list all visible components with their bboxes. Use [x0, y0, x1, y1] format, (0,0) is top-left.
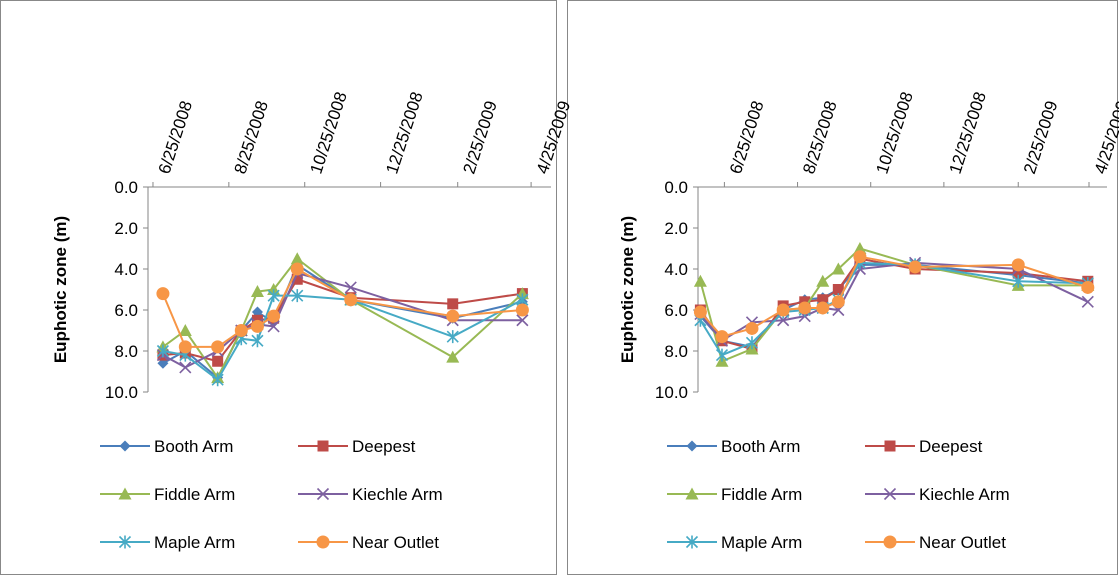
marker	[883, 535, 897, 549]
y-tick-label: 10.0	[105, 383, 138, 402]
marker	[745, 321, 759, 335]
marker	[179, 361, 192, 374]
marker	[1011, 258, 1025, 272]
marker	[212, 355, 224, 367]
marker	[291, 273, 303, 285]
y-tick-label: 0.0	[664, 178, 688, 197]
marker	[884, 440, 896, 452]
y-axis-title: Euphotic zone (m)	[51, 216, 70, 363]
legend-label: Deepest	[352, 437, 416, 456]
y-tick-label: 4.0	[664, 260, 688, 279]
marker	[693, 305, 707, 319]
marker	[446, 350, 460, 363]
y-axis-title: Euphotic zone (m)	[618, 216, 637, 363]
series-line	[162, 267, 523, 348]
marker	[831, 262, 845, 275]
legend-label: Booth Arm	[154, 437, 233, 456]
y-tick-label: 2.0	[664, 219, 688, 238]
legend-label: Kiechle Arm	[352, 485, 443, 504]
marker	[267, 320, 280, 333]
legend-label: Near Outlet	[919, 533, 1006, 552]
marker	[831, 295, 845, 309]
marker	[156, 287, 170, 301]
marker	[832, 284, 844, 295]
marker	[715, 330, 729, 344]
marker	[118, 487, 132, 500]
legend-label: Booth Arm	[721, 437, 800, 456]
marker	[715, 348, 729, 362]
legend-label: Near Outlet	[352, 533, 439, 552]
y-tick-label: 0.0	[114, 178, 138, 197]
marker	[344, 281, 357, 294]
marker	[250, 285, 264, 298]
y-tick-label: 2.0	[114, 219, 138, 238]
marker	[685, 487, 699, 500]
marker	[290, 252, 304, 265]
marker	[267, 309, 281, 323]
marker	[119, 440, 131, 452]
legend-label: Fiddle Arm	[154, 485, 235, 504]
marker	[316, 535, 330, 549]
marker	[1012, 267, 1024, 279]
marker	[211, 373, 224, 387]
legend-label: Deepest	[919, 437, 983, 456]
y-tick-label: 8.0	[114, 342, 138, 361]
marker	[1012, 274, 1025, 288]
marker	[908, 260, 922, 274]
marker	[686, 440, 698, 452]
legend-label: Kiechle Arm	[919, 485, 1010, 504]
marker	[446, 309, 460, 323]
series-line	[162, 294, 523, 382]
marker	[816, 301, 830, 315]
marker	[291, 289, 304, 303]
marker	[251, 334, 264, 348]
marker	[267, 289, 280, 303]
marker	[211, 340, 225, 354]
y-tick-label: 4.0	[114, 260, 138, 279]
marker	[776, 303, 790, 317]
marker	[853, 250, 867, 264]
marker	[446, 330, 459, 344]
marker	[290, 262, 304, 276]
marker	[685, 535, 699, 549]
marker	[317, 440, 329, 452]
series-line	[162, 271, 523, 369]
marker	[798, 301, 812, 315]
marker	[178, 324, 192, 336]
panel-border	[0, 0, 557, 575]
y-tick-label: 8.0	[664, 342, 688, 361]
marker	[883, 487, 897, 501]
marker	[816, 274, 830, 287]
y-tick-label: 10.0	[655, 383, 688, 402]
marker	[316, 487, 330, 501]
marker	[250, 319, 264, 333]
marker	[817, 294, 829, 306]
marker	[234, 324, 248, 337]
marker	[515, 303, 529, 317]
series-line	[162, 257, 524, 380]
marker	[344, 293, 358, 307]
chart: 0.02.04.06.08.010.06/25/2008 8/25/2008 10/…	[618, 89, 1119, 552]
marker	[178, 340, 192, 354]
marker	[1081, 295, 1094, 308]
marker	[693, 274, 707, 287]
marker	[118, 535, 132, 549]
marker	[745, 336, 759, 350]
marker	[156, 344, 169, 358]
marker	[516, 314, 529, 327]
y-tick-label: 6.0	[664, 301, 688, 320]
y-tick-label: 6.0	[114, 301, 138, 320]
marker	[853, 242, 867, 254]
marker	[1081, 280, 1095, 294]
marker	[447, 298, 459, 310]
legend-label: Maple Arm	[154, 533, 235, 552]
legend-label: Fiddle Arm	[721, 485, 802, 504]
legend-label: Maple Arm	[721, 533, 802, 552]
